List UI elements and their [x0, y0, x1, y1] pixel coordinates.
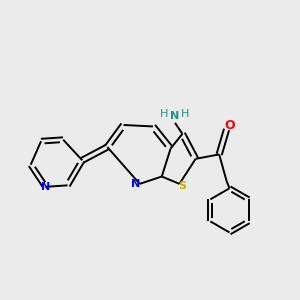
- Text: N: N: [41, 182, 50, 192]
- Text: O: O: [224, 119, 235, 132]
- Text: S: S: [178, 181, 186, 191]
- Text: H: H: [160, 109, 168, 119]
- Text: N: N: [170, 110, 180, 121]
- Text: H: H: [181, 109, 190, 119]
- Text: N: N: [131, 179, 140, 189]
